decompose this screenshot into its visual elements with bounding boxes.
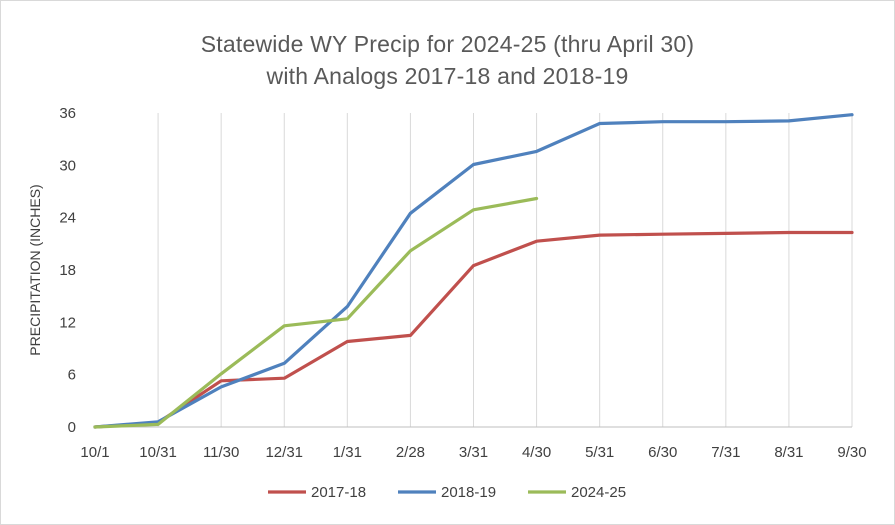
grid-lines (157, 113, 853, 427)
y-tick-label: 30 (59, 157, 76, 174)
x-tick-label: 10/31 (139, 444, 177, 461)
series-lines (93, 113, 854, 429)
legend-label-2017-18: 2017-18 (311, 484, 366, 501)
series-line-2024-25 (93, 196, 539, 429)
y-tick-label: 12 (59, 314, 76, 331)
y-tick-label: 18 (59, 262, 76, 279)
x-tick-label: 8/31 (774, 444, 803, 461)
x-tick-label: 11/30 (203, 444, 239, 461)
x-tick-label: 9/30 (837, 444, 866, 461)
legend-label-2024-25: 2024-25 (571, 484, 626, 501)
y-tick-label: 0 (68, 419, 76, 436)
x-tick-label: 1/31 (333, 444, 362, 461)
legend-label-2018-19: 2018-19 (441, 484, 496, 501)
y-tick-label: 24 (59, 210, 76, 227)
x-tick-label: 2/28 (396, 444, 425, 461)
y-axis-label: PRECIPITATION (INCHES) (27, 184, 43, 355)
y-tick-label: 6 (68, 367, 76, 384)
axes: 0 6 12 18 24 30 36 10/1 10/31 11/30 12/31 1/31 2/28 3… (59, 105, 866, 461)
x-tick-label: 10/1 (80, 444, 109, 461)
x-tick-label: 7/31 (711, 444, 740, 461)
y-tick-label: 36 (59, 105, 76, 122)
x-tick-label: 5/31 (585, 444, 614, 461)
series-line-2017-18 (93, 230, 854, 429)
chart-title-line1: Statewide WY Precip for 2024-25 (thru Ap… (200, 31, 695, 57)
legend: 2017-18 2018-19 2024-25 (268, 484, 626, 501)
chart-title-line2: with Analogs 2017-18 and 2018-19 (266, 63, 629, 89)
series-line-2018-19 (93, 113, 854, 429)
x-tick-label: 4/30 (522, 444, 551, 461)
x-tick-label: 6/30 (648, 444, 677, 461)
x-tick-label: 12/31 (265, 444, 303, 461)
x-tick-label: 3/31 (459, 444, 488, 461)
